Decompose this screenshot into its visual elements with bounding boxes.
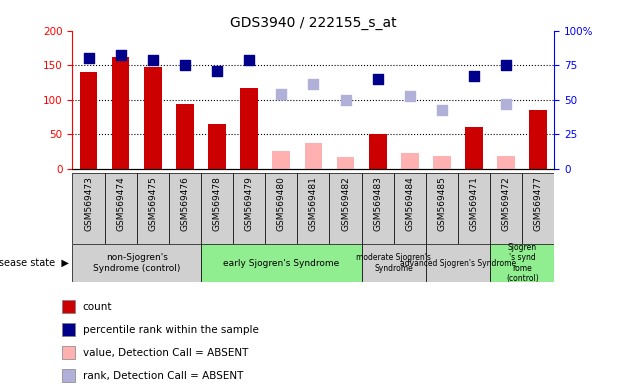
Point — [116, 52, 126, 58]
Text: GSM569471: GSM569471 — [469, 176, 479, 231]
Bar — [265, 173, 297, 244]
Bar — [201, 173, 233, 244]
Text: non-Sjogren's
Syndrome (control): non-Sjogren's Syndrome (control) — [93, 253, 180, 273]
Text: GSM569481: GSM569481 — [309, 176, 318, 231]
Text: advanced Sjogren's Syndrome: advanced Sjogren's Syndrome — [400, 258, 516, 268]
Text: GSM569482: GSM569482 — [341, 176, 350, 231]
Point — [404, 93, 415, 99]
Bar — [304, 143, 323, 169]
Bar — [490, 173, 522, 244]
Bar — [426, 244, 490, 282]
Bar — [433, 156, 451, 169]
Point — [501, 62, 511, 68]
Bar — [105, 173, 137, 244]
Bar — [169, 173, 201, 244]
Bar — [201, 244, 362, 282]
Point — [501, 101, 511, 107]
Text: count: count — [83, 302, 112, 312]
Bar — [369, 134, 387, 169]
Text: GSM569478: GSM569478 — [212, 176, 222, 231]
Text: GSM569473: GSM569473 — [84, 176, 93, 231]
Bar — [62, 323, 75, 336]
Bar — [529, 109, 547, 169]
Bar — [458, 173, 490, 244]
Title: GDS3940 / 222155_s_at: GDS3940 / 222155_s_at — [230, 16, 397, 30]
Text: percentile rank within the sample: percentile rank within the sample — [83, 325, 258, 335]
Point — [437, 106, 447, 113]
Bar — [401, 153, 419, 169]
Point — [469, 73, 479, 79]
Text: GSM569483: GSM569483 — [373, 176, 382, 231]
Bar — [297, 173, 329, 244]
Text: GSM569472: GSM569472 — [501, 176, 511, 231]
Text: GSM569484: GSM569484 — [405, 176, 415, 231]
Point — [83, 55, 94, 61]
Text: GSM569480: GSM569480 — [277, 176, 286, 231]
Point — [180, 62, 190, 68]
Text: GSM569475: GSM569475 — [148, 176, 158, 231]
Point — [308, 81, 318, 87]
Bar — [176, 104, 194, 169]
Text: rank, Detection Call = ABSENT: rank, Detection Call = ABSENT — [83, 371, 243, 381]
Text: GSM569474: GSM569474 — [116, 176, 125, 231]
Bar — [329, 173, 362, 244]
Text: disease state  ▶: disease state ▶ — [0, 258, 69, 268]
Bar — [426, 173, 458, 244]
Text: Sjogren
's synd
rome
(control): Sjogren 's synd rome (control) — [506, 243, 539, 283]
Bar — [362, 244, 426, 282]
Bar — [362, 173, 394, 244]
Bar — [79, 72, 98, 169]
Point — [244, 57, 254, 63]
Point — [340, 97, 350, 103]
Bar — [240, 88, 258, 169]
Bar — [144, 67, 162, 169]
Bar — [112, 57, 130, 169]
Bar — [62, 300, 75, 313]
Bar — [522, 173, 554, 244]
Bar — [137, 173, 169, 244]
Point — [276, 91, 286, 98]
Bar — [465, 127, 483, 169]
Bar — [490, 244, 554, 282]
Point — [147, 57, 158, 63]
Text: GSM569477: GSM569477 — [534, 176, 543, 231]
Bar — [62, 346, 75, 359]
Text: early Sjogren's Syndrome: early Sjogren's Syndrome — [223, 258, 340, 268]
Bar — [208, 124, 226, 169]
Text: moderate Sjogren's
Syndrome: moderate Sjogren's Syndrome — [357, 253, 431, 273]
Bar — [497, 156, 515, 169]
Text: GSM569485: GSM569485 — [437, 176, 447, 231]
Point — [212, 68, 222, 74]
Text: value, Detection Call = ABSENT: value, Detection Call = ABSENT — [83, 348, 248, 358]
Bar — [72, 244, 201, 282]
Text: GSM569479: GSM569479 — [244, 176, 254, 231]
Bar — [72, 173, 105, 244]
Bar — [272, 151, 290, 169]
Bar — [233, 173, 265, 244]
Text: GSM569476: GSM569476 — [180, 176, 190, 231]
Bar — [394, 173, 426, 244]
Bar — [62, 369, 75, 382]
Point — [372, 76, 382, 82]
Bar — [336, 157, 355, 169]
